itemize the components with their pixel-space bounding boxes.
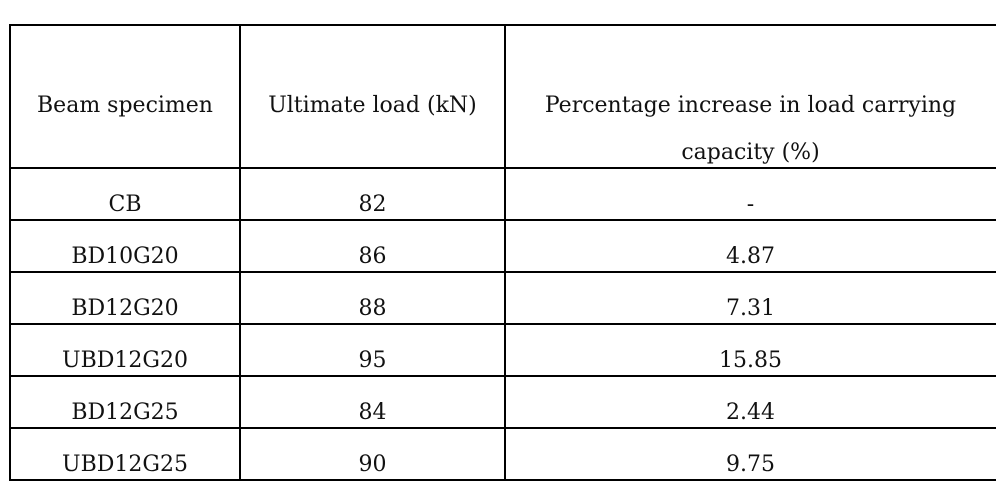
table-cell: - [746, 192, 755, 217]
table-cell: UBD12G20 [62, 348, 188, 373]
table-cell: 84 [358, 400, 387, 425]
column-border [239, 24, 241, 481]
row-border [10, 167, 996, 169]
table-cell: 86 [358, 244, 387, 269]
header-cell: Beam specimen [37, 93, 213, 118]
table-cell: CB [108, 192, 142, 217]
column-border [9, 24, 11, 481]
table-cell: 82 [358, 192, 387, 217]
row-border [10, 427, 996, 429]
row-border [10, 219, 996, 221]
header-cell: Percentage increase in load carrying cap… [544, 93, 957, 165]
table-cell: BD12G20 [71, 296, 179, 321]
table-cell: 2.44 [726, 400, 775, 425]
row-border [10, 24, 996, 26]
row-border [10, 479, 996, 481]
table-cell: 9.75 [726, 452, 775, 477]
table-cell: 4.87 [726, 244, 775, 269]
column-border [504, 24, 506, 481]
table-cell: BD10G20 [71, 244, 179, 269]
table-cell: 15.85 [719, 348, 782, 373]
table-cell: 7.31 [726, 296, 775, 321]
table-cell: 95 [358, 348, 387, 373]
table-cell: 88 [358, 296, 387, 321]
table-cell: BD12G25 [71, 400, 179, 425]
table-cell: UBD12G25 [62, 452, 188, 477]
header-cell: Ultimate load (kN) [268, 93, 477, 118]
row-border [10, 323, 996, 325]
row-border [10, 375, 996, 377]
row-border [10, 271, 996, 273]
table-cell: 90 [358, 452, 387, 477]
